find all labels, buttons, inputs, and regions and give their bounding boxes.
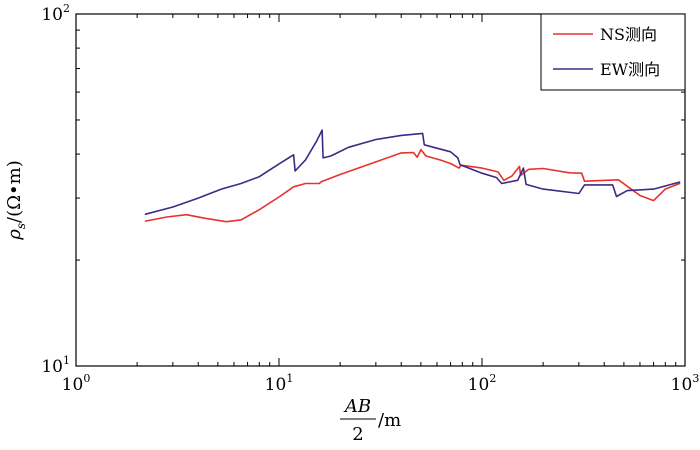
- y-tick-label: 102: [41, 2, 70, 25]
- y-axis-label: ρs/(Ω•m): [4, 160, 28, 240]
- legend: NS测向 EW测向: [540, 13, 686, 91]
- series-line-ew: [144, 129, 681, 215]
- y-axis-label-text: ρs/(Ω•m): [4, 160, 28, 240]
- x-axis-label-unit: /m: [378, 410, 401, 431]
- legend-label-ns: NS测向: [600, 25, 657, 44]
- x-axis-label-denominator: 2: [352, 424, 363, 445]
- x-axis-label: AB 2 /m: [340, 396, 401, 445]
- x-axis-label-numerator: AB: [343, 396, 371, 417]
- legend-label-ew: EW测向: [600, 60, 660, 79]
- legend-box: [540, 13, 686, 91]
- series-layer: [144, 129, 681, 223]
- series-line-ns: [144, 148, 681, 223]
- x-tick-label: 102: [468, 372, 497, 395]
- y-tick-label: 101: [41, 354, 70, 377]
- x-tick-label: 100: [62, 372, 91, 395]
- plot-frame: [75, 13, 686, 367]
- x-tick-label: 101: [265, 372, 294, 395]
- x-tick-label: 103: [671, 372, 700, 395]
